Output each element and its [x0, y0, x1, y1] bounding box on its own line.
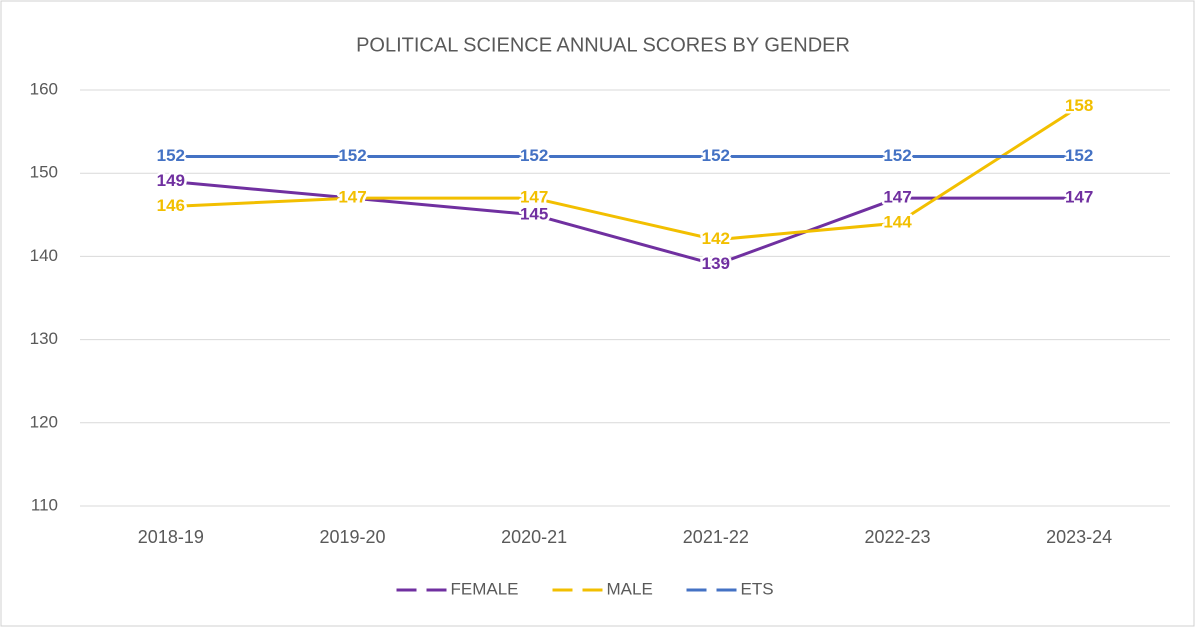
legend-label: FEMALE — [451, 579, 519, 598]
legend-label: ETS — [741, 579, 774, 598]
data-label: 139 — [702, 254, 730, 273]
y-tick-label: 120 — [30, 412, 58, 431]
data-label: 145 — [520, 204, 548, 223]
x-tick-label: 2021-22 — [683, 527, 749, 547]
x-tick-label: 2020-21 — [501, 527, 567, 547]
data-label: 152 — [157, 146, 185, 165]
data-label: 149 — [157, 171, 185, 190]
y-tick-label: 160 — [30, 79, 58, 98]
legend-label: MALE — [607, 579, 653, 598]
data-label: 144 — [883, 213, 912, 232]
data-label: 152 — [1065, 146, 1093, 165]
data-label: 152 — [338, 146, 366, 165]
series-line — [170, 105, 1080, 242]
x-tick-label: 2018-19 — [138, 527, 204, 547]
data-label: 152 — [520, 146, 548, 165]
x-tick-label: 2023-24 — [1046, 527, 1112, 547]
x-tick-label: 2022-23 — [864, 527, 930, 547]
data-label: 147 — [520, 188, 548, 207]
x-tick-label: 2019-20 — [319, 527, 385, 547]
chart-title: POLITICAL SCIENCE ANNUAL SCORES BY GENDE… — [356, 34, 850, 56]
data-label: 146 — [157, 196, 185, 215]
data-label: 147 — [338, 188, 366, 207]
data-label: 158 — [1065, 96, 1093, 115]
y-tick-label: 140 — [30, 246, 58, 265]
y-tick-label: 110 — [31, 495, 58, 514]
data-label: 152 — [702, 146, 730, 165]
y-tick-label: 130 — [30, 329, 58, 348]
y-tick-label: 150 — [30, 163, 58, 182]
data-label: 147 — [1065, 188, 1093, 207]
data-label: 147 — [338, 188, 366, 207]
data-label: 142 — [702, 229, 730, 248]
data-label: 147 — [883, 188, 911, 207]
series-line — [170, 180, 1080, 267]
data-label: 152 — [883, 146, 911, 165]
